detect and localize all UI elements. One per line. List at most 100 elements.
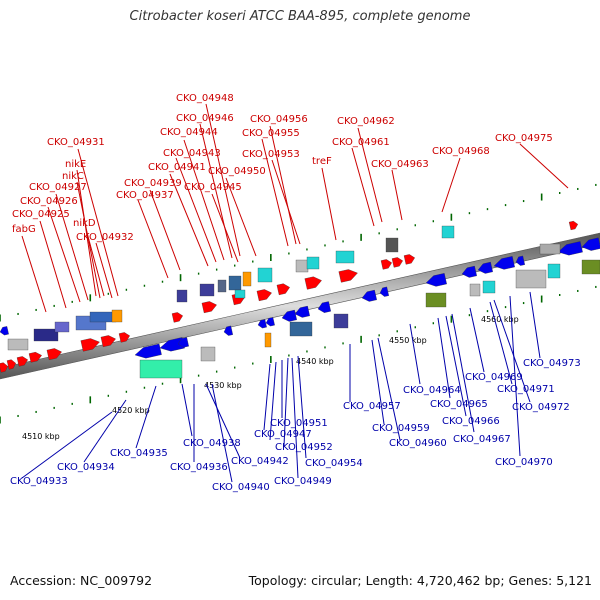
reverse-gene-arrow [557,241,583,256]
reverse-gene-arrow [265,317,275,327]
leader-line [391,169,403,221]
leader-line [445,315,467,417]
reverse-gene-arrow [0,326,9,336]
forward-gene-arrow [46,348,62,361]
gene-label: CKO_04954 [305,458,363,469]
leader-line [83,399,127,463]
scale-label: 4560 kbp [481,315,519,324]
forward-gene-arrow [171,312,183,323]
leader-line [469,307,485,373]
leader-line [76,169,97,297]
reverse-gene-arrow [425,273,447,287]
feature-box [306,256,320,270]
forward-gene-arrow [276,283,290,296]
gene-label: CKO_04950 [208,166,266,177]
leader-line [297,355,307,459]
scale-label: 4550 kbp [389,336,427,345]
reverse-gene-arrow [134,343,162,359]
forward-gene-arrow [304,276,322,290]
gene-label: CKO_04960 [389,438,447,449]
scale-label: 4520 kbp [112,406,150,415]
gene-label: CKO_04970 [495,457,553,468]
feature-box [581,259,600,275]
gene-label: CKO_04952 [275,442,333,453]
gene-label: CKO_04925 [12,209,70,220]
feature-box [425,292,447,308]
scale-label: 4530 kbp [204,381,242,390]
reverse-gene-arrow [493,256,515,270]
leader-line [21,235,47,313]
gene-label: CKO_04927 [29,182,87,193]
feature-box [199,283,215,297]
gene-label: nikE [65,159,86,170]
forward-gene-arrow [256,289,272,302]
leader-line [321,167,337,241]
gene-label: CKO_04973 [523,358,581,369]
reverse-gene-arrow [177,337,189,348]
scale-labels: 4510 kbp 4520 kbp 4530 kbp 4540 kbp 4550… [22,315,519,441]
gene-label: CKO_04963 [371,159,429,170]
gene-label: CKO_04936 [170,462,228,473]
reverse-gene-arrow [461,265,477,278]
feature-box [295,259,309,273]
feature-box [200,346,216,362]
leader-line [371,339,385,425]
leader-line [149,189,181,271]
leader-line [205,383,241,459]
feature-box [217,279,227,293]
gene-label: CKO_04969 [465,372,523,383]
feature-box [289,321,313,337]
forward-gene-arrow [403,254,415,265]
reverse-gene-arrow [257,319,267,329]
leader-line [357,127,383,223]
reverse-gene-arrow [477,261,493,274]
reverse-gene-arrow [379,286,389,297]
gene-label: CKO_04942 [231,456,289,467]
reverse-gene-arrow [294,305,310,318]
gene-label: CKO_04964 [403,385,461,396]
gene-label: CKO_04937 [116,190,174,201]
forward-gene-arrow [100,335,116,348]
feature-box [176,289,188,303]
gene-label: CKO_04957 [343,401,401,412]
leader-line [199,123,233,259]
leader-line [47,206,81,303]
forward-gene-labels: CKO_04948 CKO_04946 CKO_04944 CKO_04956 … [12,93,553,243]
leader-line [261,138,289,247]
gene-label: CKO_04968 [432,146,490,157]
reverse-gene-arrow [361,289,377,302]
leader-line [283,357,289,447]
forward-gene-arrow [118,332,130,343]
feature-box [257,267,273,283]
gene-label: CKO_04926 [20,196,78,207]
gene-label: nikC [62,171,84,182]
gene-label: CKO_04943 [163,148,221,159]
forward-gene-arrow [0,362,8,373]
gene-label: CKO_04961 [332,137,390,148]
gene-label: CKO_04945 [184,182,242,193]
gene-label: CKO_04940 [212,482,270,493]
leader-line [85,228,105,297]
scale-label: 4510 kbp [22,432,60,441]
gene-label: CKO_04972 [512,402,570,413]
genome-backbone [0,232,600,380]
gene-label: CKO_04951 [270,418,328,429]
feature-box [33,328,59,342]
feature-box [228,275,242,291]
gene-label: CKO_04971 [497,384,555,395]
leader-line [135,385,157,449]
gene-label: treF [312,156,332,167]
leader-line [183,139,225,261]
feature-box [234,289,246,299]
gene-label: CKO_04966 [442,416,500,427]
gene-label: CKO_04934 [57,462,115,473]
reverse-gene-arrow [281,309,297,322]
gene-label: CKO_04955 [242,128,300,139]
forward-gene-arrow [201,301,217,314]
gene-label: CKO_04944 [160,127,218,138]
feature-box [242,271,252,287]
feature-box [264,332,272,348]
leader-line [489,301,513,385]
forward-gene-arrow [568,220,579,231]
leader-line [225,177,257,257]
